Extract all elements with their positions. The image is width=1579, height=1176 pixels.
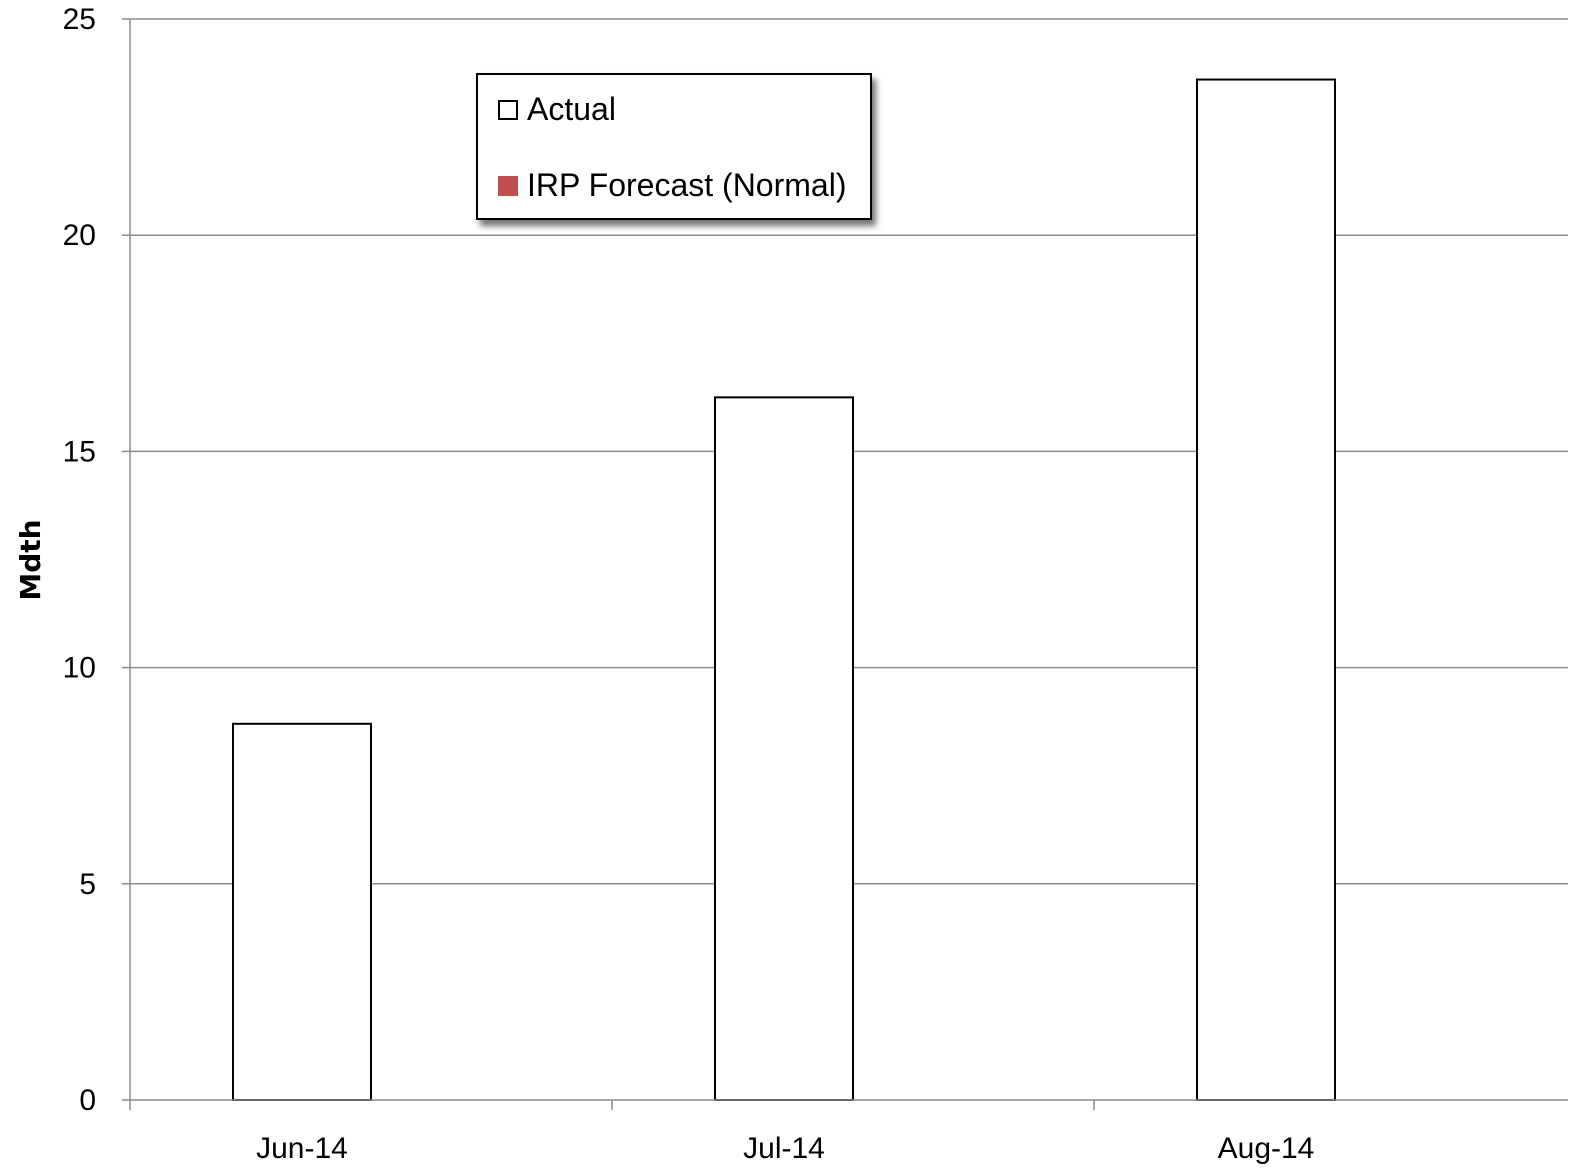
legend-label-irp-forecast: IRP Forecast (Normal) — [527, 167, 847, 203]
x-tick-label-jun-14: Jun-14 — [256, 1132, 348, 1165]
x-tick-label-aug-14: Aug-14 — [1218, 1132, 1315, 1165]
bars — [232, 78, 1336, 1102]
y-tick-label-4: 20 — [63, 219, 96, 252]
y-tick-label-3: 15 — [63, 435, 96, 468]
legend-item-actual: Actual — [498, 91, 616, 128]
y-tick-label-1: 5 — [79, 868, 96, 901]
legend-label-actual: Actual — [527, 91, 616, 127]
y-tick-label-2: 10 — [63, 652, 96, 685]
bar-actual-jul-14 — [714, 396, 854, 1102]
y-tick-label-5: 25 — [63, 3, 96, 36]
legend-swatch-actual — [498, 99, 518, 120]
y-axis-ticks: 0 5 10 15 20 25 — [63, 3, 130, 1117]
x-tick-label-jul-14: Jul-14 — [743, 1132, 825, 1165]
y-tick-label-0: 0 — [79, 1084, 96, 1117]
legend-item-irp-forecast: IRP Forecast (Normal) — [498, 167, 846, 204]
y-axis-title: Mdth — [14, 519, 47, 600]
legend-swatch-irp-forecast — [498, 175, 518, 196]
legend: Actual IRP Forecast (Normal) — [476, 73, 872, 220]
axes — [129, 19, 1568, 1101]
bar-actual-aug-14 — [1196, 78, 1336, 1101]
bar-actual-jun-14 — [232, 722, 372, 1101]
x-axis-ticks: Jun-14 Jul-14 Aug-14 — [129, 1100, 1315, 1165]
